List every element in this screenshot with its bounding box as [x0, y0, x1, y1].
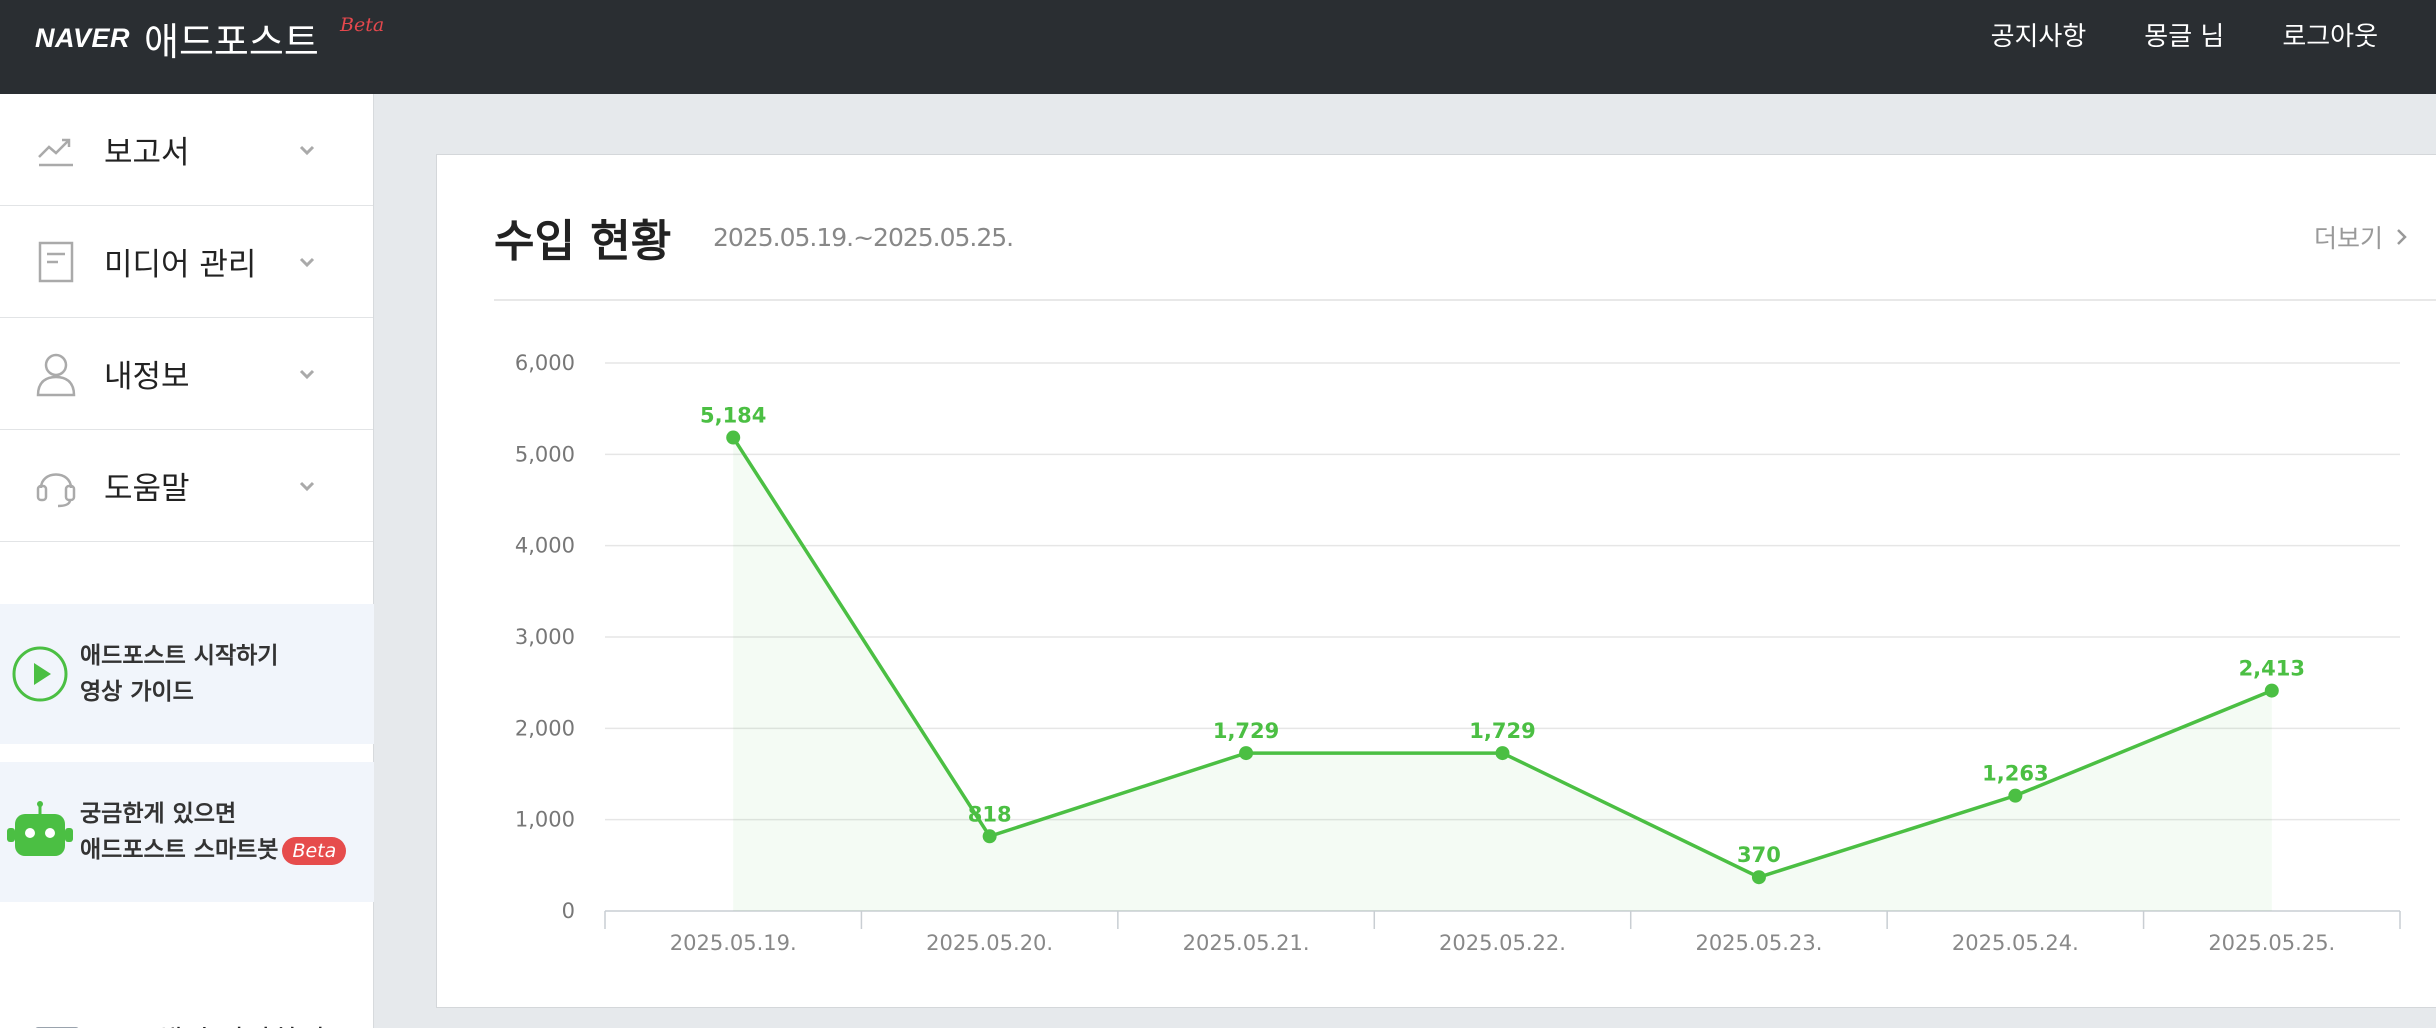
guide-line2: 영상 가이드	[80, 679, 194, 705]
notice-link[interactable]: 공지사항	[1990, 22, 2087, 52]
y-tick-label: 4,000	[515, 534, 575, 558]
data-point	[1751, 870, 1766, 885]
sidebar-item-label: 내정보	[104, 359, 190, 395]
data-label: 5,184	[700, 404, 766, 428]
play-icon	[0, 645, 80, 703]
data-label: 370	[1737, 843, 1781, 867]
y-tick-label: 1,000	[515, 808, 575, 832]
revenue-line-chart: 0 1,000 2,000 3,000 4,000 5,000 6,000 2025.05.1…	[515, 351, 2401, 955]
chat-label: 1:1 채팅 상담하기	[34, 1019, 354, 1028]
y-tick-label: 2,000	[515, 716, 575, 740]
adpost-logo: 애드포스트	[144, 19, 319, 64]
naver-logo: NAVER	[35, 22, 131, 53]
x-tick-label: 2025.05.19.	[670, 931, 797, 955]
x-tick-label: 2025.05.23.	[1695, 931, 1822, 955]
robot-icon	[0, 800, 80, 864]
y-tick-label: 3,000	[515, 625, 575, 649]
chevron-down-icon	[299, 145, 315, 156]
data-point	[1239, 746, 1254, 761]
beta-badge: Beta	[282, 836, 347, 865]
sidebar-item-media[interactable]: 미디어 관리	[0, 206, 373, 318]
chat-consult-link[interactable]: 1:1 채팅 상담하기	[34, 1019, 354, 1028]
divider	[494, 299, 2436, 301]
chevron-right-icon	[2397, 229, 2407, 245]
sidebar-item-label: 도움말	[104, 471, 190, 507]
guide-video-banner[interactable]: 애드포스트 시작하기 영상 가이드	[0, 604, 374, 744]
x-tick-label: 2025.05.20.	[926, 931, 1053, 955]
logout-link[interactable]: 로그아웃	[2282, 22, 2378, 52]
guide-line1: 애드포스트 시작하기	[80, 643, 279, 669]
data-label: 818	[968, 802, 1012, 826]
headset-icon	[34, 464, 78, 508]
sidebar-item-myinfo[interactable]: 내정보	[0, 318, 373, 430]
revenue-card: 수입 현황 2025.05.19.~2025.05.25. 더보기 0 1,000…	[436, 154, 2436, 1008]
chevron-down-icon	[299, 257, 315, 268]
data-label: 1,263	[1982, 762, 2048, 786]
data-point	[726, 430, 741, 445]
data-point	[1495, 746, 1510, 761]
y-tick-label: 5,000	[515, 442, 575, 466]
page-title: 수입 현황	[494, 216, 672, 267]
sidebar-item-label: 보고서	[104, 135, 190, 171]
series-area	[733, 437, 2272, 911]
beta-mark: Beta	[340, 14, 385, 36]
sidebar-item-report[interactable]: 보고서	[0, 94, 373, 206]
x-tick-label: 2025.05.22.	[1439, 931, 1566, 955]
smartbot-line2: 애드포스트 스마트봇	[80, 837, 279, 863]
y-tick-label: 0	[562, 899, 575, 923]
brand-logo[interactable]: NAVER 애드포스트 Beta	[35, 14, 384, 64]
data-point	[2264, 683, 2279, 698]
smartbot-line1: 궁금한게 있으면	[80, 801, 237, 827]
sidebar-item-label: 미디어 관리	[104, 247, 257, 283]
x-tick-label: 2025.05.24.	[1952, 931, 2079, 955]
chevron-down-icon	[299, 369, 315, 380]
top-nav: 공지사항 몽글 님 로그아웃	[1933, 20, 2378, 54]
chevron-down-icon	[299, 481, 315, 492]
y-tick-label: 6,000	[515, 351, 575, 375]
data-point	[2008, 788, 2023, 803]
user-name-link[interactable]: 몽글 님	[2144, 22, 2225, 52]
trend-chart-icon	[34, 128, 78, 172]
more-label: 더보기	[2314, 224, 2384, 253]
sidebar: 보고서 미디어 관리 내정보 도움말 애드포스트 시작하기 영상 가이드	[0, 94, 374, 1028]
data-label: 1,729	[1469, 719, 1535, 743]
x-tick-label: 2025.05.21.	[1183, 931, 1310, 955]
top-bar: NAVER 애드포스트 Beta 공지사항 몽글 님 로그아웃	[0, 0, 2436, 94]
x-tick-label: 2025.05.25.	[2208, 931, 2335, 955]
smartbot-banner[interactable]: 궁금한게 있으면 애드포스트 스마트봇 Beta	[0, 762, 374, 902]
data-label: 1,729	[1213, 719, 1279, 743]
sidebar-item-help[interactable]: 도움말	[0, 430, 373, 542]
document-icon	[34, 240, 78, 284]
person-icon	[34, 352, 78, 396]
more-link[interactable]: 더보기	[2314, 219, 2409, 255]
date-range: 2025.05.19.~2025.05.25.	[713, 223, 1014, 252]
data-label: 2,413	[2239, 657, 2305, 681]
data-point	[982, 829, 997, 844]
